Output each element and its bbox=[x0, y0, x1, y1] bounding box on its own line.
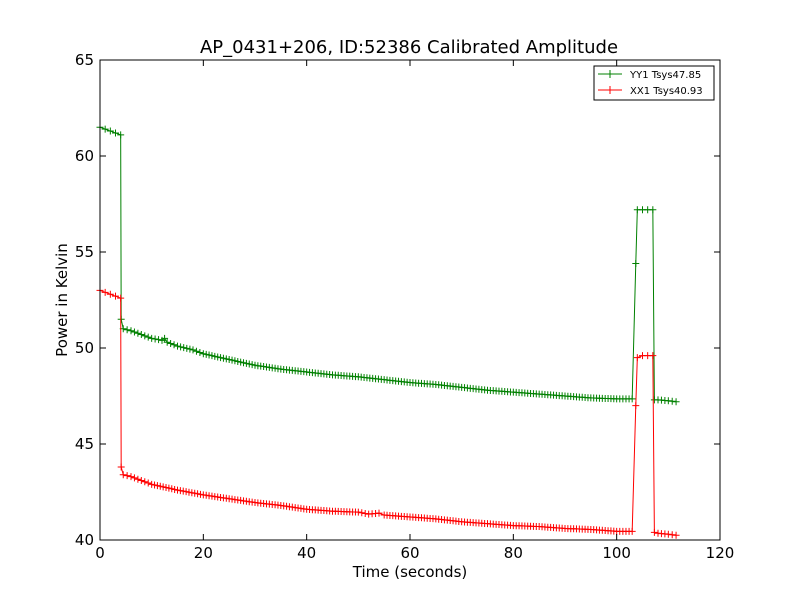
legend: YY1 Tsys47.85 XX1 Tsys40.93 bbox=[594, 66, 714, 100]
x-tick-label: 100 bbox=[602, 544, 631, 562]
x-tick-label: 20 bbox=[194, 544, 213, 562]
y-tick-label: 60 bbox=[75, 147, 94, 165]
y-tick-label: 40 bbox=[75, 531, 94, 549]
x-tick-label: 0 bbox=[95, 544, 105, 562]
x-tick-label: 60 bbox=[400, 544, 419, 562]
x-tick-label: 40 bbox=[297, 544, 316, 562]
plot-area bbox=[100, 60, 720, 540]
y-tick-label: 45 bbox=[75, 435, 94, 453]
legend-label: YY1 Tsys47.85 bbox=[629, 70, 701, 81]
x-tick-label: 120 bbox=[706, 544, 735, 562]
x-tick-label: 80 bbox=[504, 544, 523, 562]
legend-label: XX1 Tsys40.93 bbox=[630, 86, 703, 97]
y-tick-label: 55 bbox=[75, 243, 94, 261]
y-axis-label: Power in Kelvin bbox=[53, 243, 71, 357]
y-tick-label: 50 bbox=[75, 339, 94, 357]
x-axis-label: Time (seconds) bbox=[352, 563, 468, 581]
y-tick-label: 65 bbox=[75, 51, 94, 69]
chart-title: AP_0431+206, ID:52386 Calibrated Amplitu… bbox=[200, 37, 618, 58]
